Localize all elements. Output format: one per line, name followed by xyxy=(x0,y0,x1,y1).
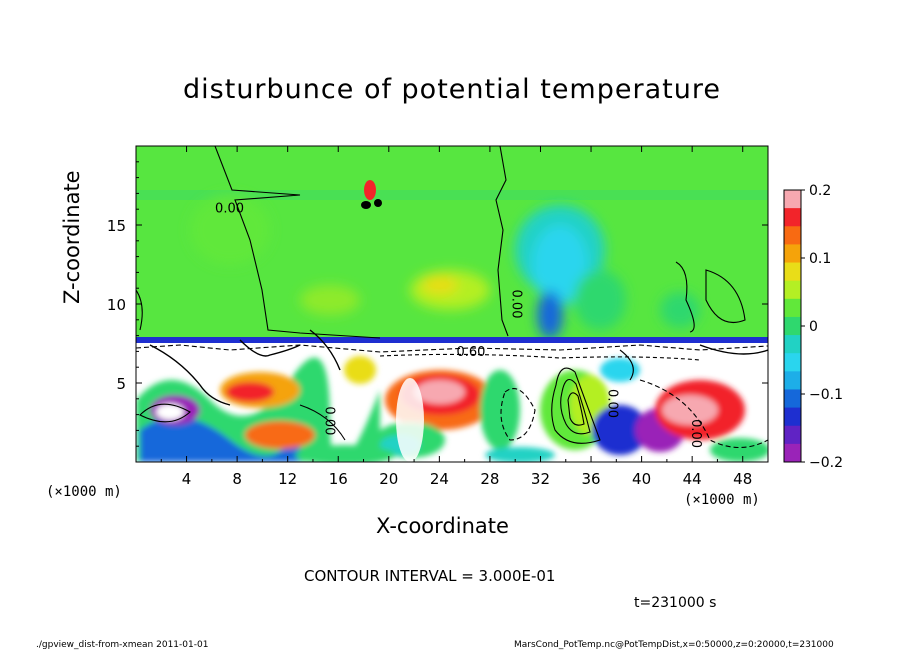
y-tick-label: 5 xyxy=(116,375,126,393)
x-axis-label: X-coordinate xyxy=(376,514,509,538)
colorbar-swatch xyxy=(784,208,801,227)
contour-lines xyxy=(136,146,768,449)
colorbar-swatch xyxy=(784,298,801,318)
x-tick-label: 12 xyxy=(278,470,297,488)
colorbar-swatch xyxy=(784,443,801,463)
colorbar-tick-label: 0 xyxy=(809,319,818,335)
x-tick-label: 44 xyxy=(683,470,702,488)
x-tick-label: 32 xyxy=(531,470,550,488)
x-tick-label: 16 xyxy=(329,470,348,488)
colorbar-swatch xyxy=(784,244,801,264)
contour-label: 0.60 xyxy=(456,345,485,360)
contour-interval-text: CONTOUR INTERVAL = 3.000E-01 xyxy=(304,567,556,585)
x-tick-label: 4 xyxy=(182,470,192,488)
time-label: t=231000 s xyxy=(634,595,717,611)
x-tick-label: 40 xyxy=(632,470,651,488)
colorbar-swatch xyxy=(784,389,801,409)
colorbar: 0.2 0.1 0 −0.1 −0.2 xyxy=(783,183,843,471)
x-tick-label: 24 xyxy=(430,470,449,488)
colorbar-swatch xyxy=(784,335,801,354)
colorbar-swatch xyxy=(784,280,801,300)
x-axis-unit-right: (×1000 m) xyxy=(684,492,760,508)
contour-label: 0.00 xyxy=(215,201,244,216)
contour-labels: 0.00 0.00 0.60 0.00 0.00 0.00 xyxy=(215,201,703,448)
x-tick-label: 48 xyxy=(733,470,752,488)
colorbar-tick-label: 0.1 xyxy=(809,251,831,267)
upper-blobs xyxy=(361,180,382,209)
x-axis: 4 8 12 16 20 24 28 32 36 40 44 48 xyxy=(160,146,752,488)
colorbar-swatch xyxy=(784,407,801,427)
footer-right-text: MarsCond_PotTemp.nc@PotTempDist,x=0:5000… xyxy=(514,640,834,650)
chart-title: disturbunce of potential temperature xyxy=(183,74,721,105)
x-tick-label: 20 xyxy=(379,470,398,488)
colorbar-swatch xyxy=(784,353,801,372)
y-tick-label: 10 xyxy=(107,296,126,314)
colorbar-tick-label: 0.2 xyxy=(809,183,831,199)
colorbar-tick-label: −0.2 xyxy=(809,455,843,471)
contour-label: 0.00 xyxy=(509,290,524,319)
contour-label: 0.00 xyxy=(322,406,337,435)
y-axis: 5 10 15 xyxy=(107,161,768,447)
x-axis-unit-left: (×1000 m) xyxy=(46,484,122,500)
colorbar-swatch xyxy=(784,425,801,445)
x-tick-label: 28 xyxy=(480,470,499,488)
contour-label: 0.00 xyxy=(605,389,620,418)
footer-left-text: ./gpview_dist-from-xmean 2011-01-01 xyxy=(36,640,209,650)
heatmap-field xyxy=(136,146,768,462)
x-tick-label: 36 xyxy=(581,470,600,488)
colorbar-swatch xyxy=(784,316,801,336)
colorbar-swatch xyxy=(784,190,801,209)
colorbar-swatch xyxy=(784,262,801,282)
colorbar-tick-label: −0.1 xyxy=(809,387,843,403)
colorbar-swatch xyxy=(784,226,801,245)
contour-label: 0.00 xyxy=(688,419,703,448)
x-tick-label: 8 xyxy=(232,470,242,488)
y-tick-label: 15 xyxy=(107,217,126,235)
colorbar-swatch xyxy=(784,371,801,390)
